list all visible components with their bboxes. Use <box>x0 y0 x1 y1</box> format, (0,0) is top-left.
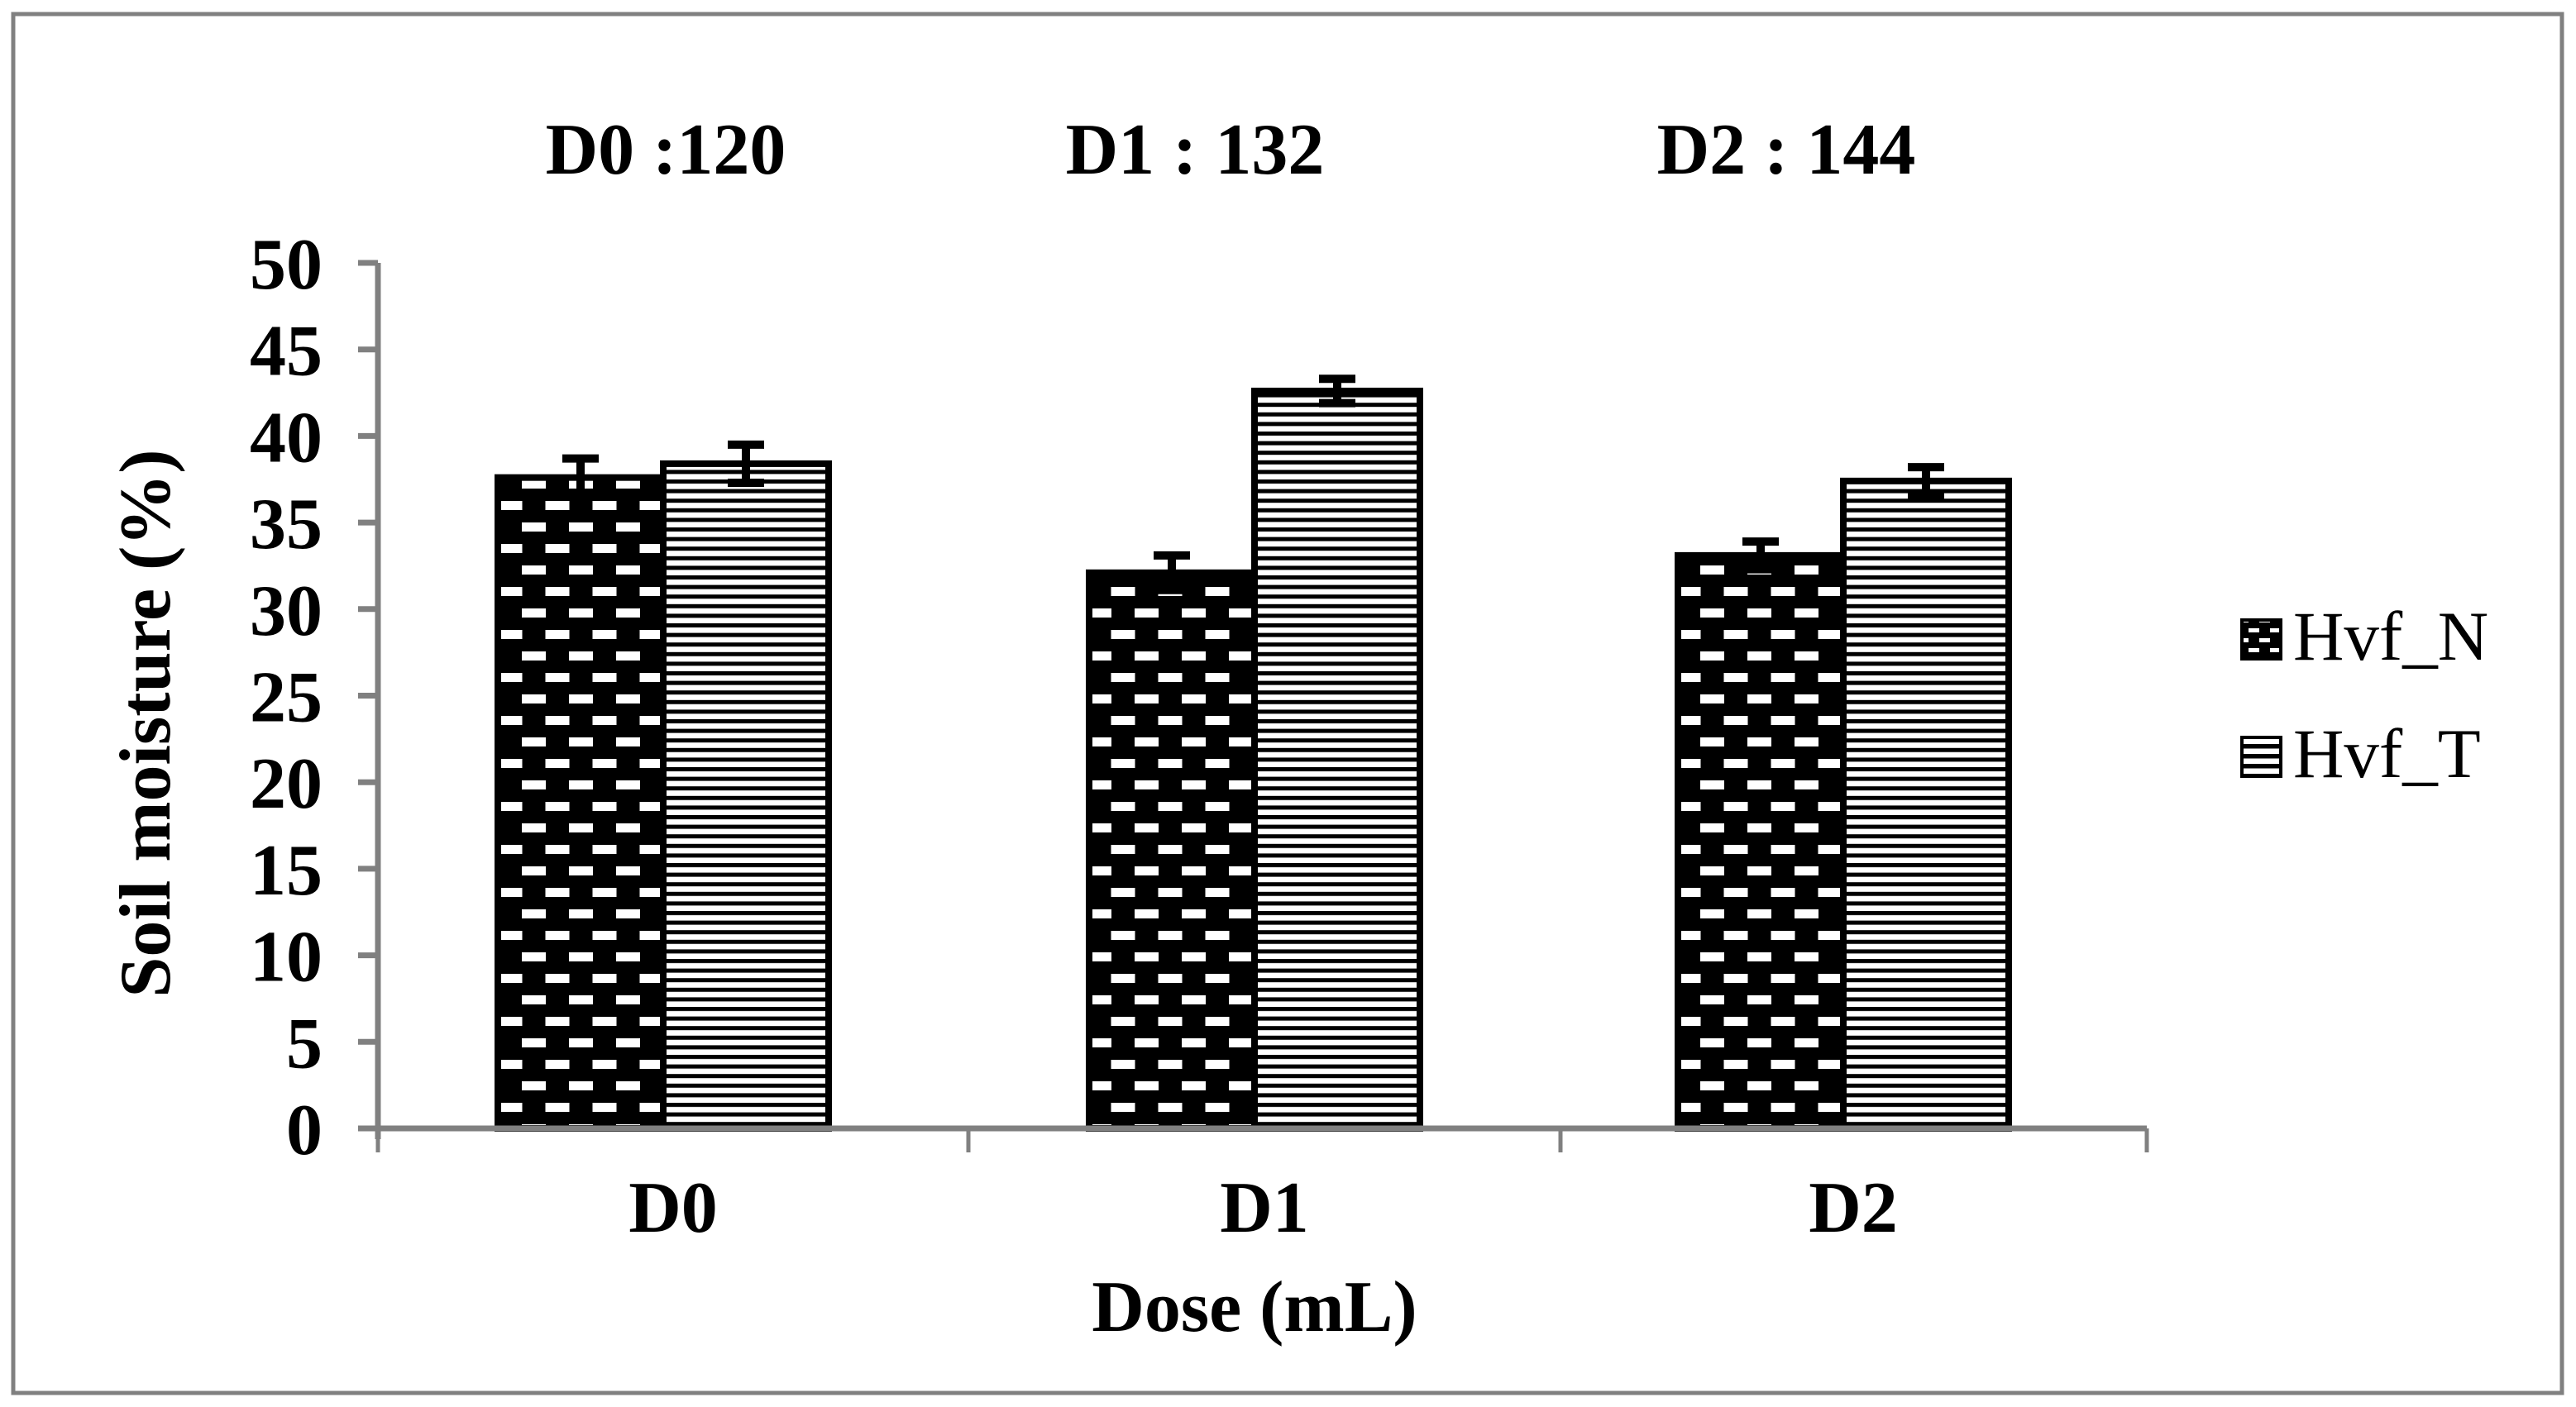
y-tick-label: 40 <box>250 398 323 478</box>
checker-pattern-swatch <box>2240 618 2282 661</box>
x-category-label-d1: D1 <box>1220 1168 1309 1248</box>
bar-hvf_t-d0 <box>660 460 832 1132</box>
legend-label-hvf_t: Hvf_T <box>2293 715 2481 793</box>
group-error-bars <box>562 374 1944 594</box>
x-axis-title: Dose (mL) <box>1092 1267 1417 1347</box>
group-total-annotation: D1 : 132 <box>1066 110 1325 190</box>
group-total-annotation: D2 : 144 <box>1657 110 1916 190</box>
y-tick-label: 20 <box>250 744 323 824</box>
group-axes <box>358 260 2149 1152</box>
bar-hvf_t-d1 <box>1251 387 1423 1132</box>
group-category-labels: D0 D1 D2 <box>628 1168 1898 1248</box>
group-total-annotation: D0 :120 <box>546 110 786 190</box>
legend-label-hvf_n: Hvf_N <box>2293 598 2488 675</box>
legend: Hvf_N Hvf_T <box>2240 598 2488 793</box>
group-annotations: D0 :120 D1 : 132 D2 : 144 <box>546 110 1916 190</box>
y-axis-title: Soil moisture (%) <box>106 449 186 997</box>
x-category-label-d0: D0 <box>628 1168 718 1248</box>
bar-hvf_n-d0 <box>495 474 667 1132</box>
x-category-label-d2: D2 <box>1809 1168 1898 1248</box>
y-tick-label: 15 <box>250 831 323 911</box>
y-tick-label: 25 <box>250 658 323 738</box>
y-tick-label: 50 <box>250 225 323 305</box>
bar-hvf_n-d1 <box>1086 569 1258 1132</box>
y-tick-label: 5 <box>286 1004 323 1084</box>
bar-hvf_t-d2 <box>1840 477 2012 1132</box>
y-tick-label: 10 <box>250 918 323 998</box>
bar-hvf_n-d2 <box>1675 551 1847 1132</box>
y-tick-label: 45 <box>250 312 323 392</box>
y-tick-label: 35 <box>250 484 323 565</box>
hlines-pattern-swatch <box>2240 736 2282 778</box>
y-tick-label: 0 <box>286 1090 323 1171</box>
y-tick-label: 30 <box>250 571 323 651</box>
